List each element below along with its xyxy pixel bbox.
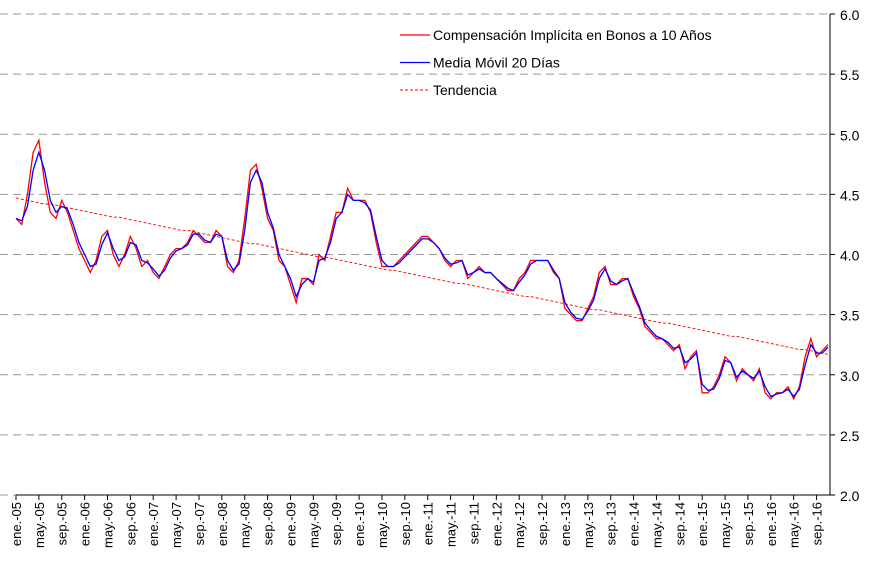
x-tick-label: sep.-16 bbox=[810, 502, 825, 545]
x-tick-label: may.-05 bbox=[32, 502, 47, 548]
y-tick-label: 2.5 bbox=[840, 428, 860, 444]
x-tick-label: ene.-07 bbox=[146, 502, 161, 546]
x-tick-label: ene.-10 bbox=[352, 502, 367, 546]
series-line bbox=[15, 197, 829, 355]
x-tick-label: ene.-11 bbox=[421, 502, 436, 545]
x-tick-label: sep.-08 bbox=[261, 502, 276, 545]
x-tick-label: sep.-06 bbox=[123, 502, 138, 545]
x-tick-label: may.-13 bbox=[581, 502, 596, 548]
x-tick-label: ene.-06 bbox=[78, 502, 93, 546]
x-tick-label: may.-06 bbox=[100, 502, 115, 548]
x-tick-label: sep.-12 bbox=[535, 502, 550, 545]
y-tick-label: 6.0 bbox=[840, 7, 860, 23]
y-tick-label: 4.5 bbox=[840, 187, 860, 203]
x-tick-label: sep.-13 bbox=[604, 502, 619, 545]
x-tick-label: sep.-05 bbox=[55, 502, 70, 545]
x-tick-label: may.-14 bbox=[649, 502, 664, 548]
x-tick-label: sep.-09 bbox=[329, 502, 344, 545]
y-tick-label: 5.0 bbox=[840, 127, 860, 143]
y-tick-label: 4.0 bbox=[840, 248, 860, 264]
x-tick-label: sep.-07 bbox=[192, 502, 207, 545]
x-tick-label: may.-15 bbox=[718, 502, 733, 548]
x-tick-label: may.-08 bbox=[238, 502, 253, 548]
x-tick-label: may.-16 bbox=[787, 502, 802, 548]
x-tick-label: ene.-09 bbox=[283, 502, 298, 546]
x-tick-label: sep.-15 bbox=[741, 502, 756, 545]
x-tick-label: may.-07 bbox=[169, 502, 184, 548]
x-tick-label: ene.-16 bbox=[764, 502, 779, 546]
legend-label: Media Móvil 20 Días bbox=[433, 55, 560, 71]
series-line bbox=[15, 150, 829, 398]
x-tick-label: may.-10 bbox=[375, 502, 390, 548]
x-tick-label: ene.-13 bbox=[558, 502, 573, 546]
x-tick-label: ene.-15 bbox=[695, 502, 710, 546]
x-tick-label: ene.-08 bbox=[215, 502, 230, 546]
x-tick-label: may.-09 bbox=[306, 502, 321, 548]
x-tick-label: sep.-14 bbox=[672, 502, 687, 545]
x-tick-label: ene.-05 bbox=[9, 502, 24, 546]
legend-label: Tendencia bbox=[433, 82, 497, 98]
x-tick-label: sep.-10 bbox=[398, 502, 413, 545]
x-tick-label: ene.-14 bbox=[627, 502, 642, 546]
series-line bbox=[15, 138, 829, 401]
y-tick-label: 3.5 bbox=[840, 308, 860, 324]
y-tick-label: 2.0 bbox=[840, 488, 860, 504]
x-tick-label: may.-12 bbox=[512, 502, 527, 548]
legend-label: Compensación Implícita en Bonos a 10 Año… bbox=[433, 27, 712, 43]
x-tick-label: sep.-11 bbox=[466, 502, 481, 544]
x-tick-label: may.-11 bbox=[444, 502, 459, 547]
y-tick-label: 5.5 bbox=[840, 67, 860, 83]
y-tick-label: 3.0 bbox=[840, 368, 860, 384]
x-tick-label: ene.-12 bbox=[489, 502, 504, 546]
